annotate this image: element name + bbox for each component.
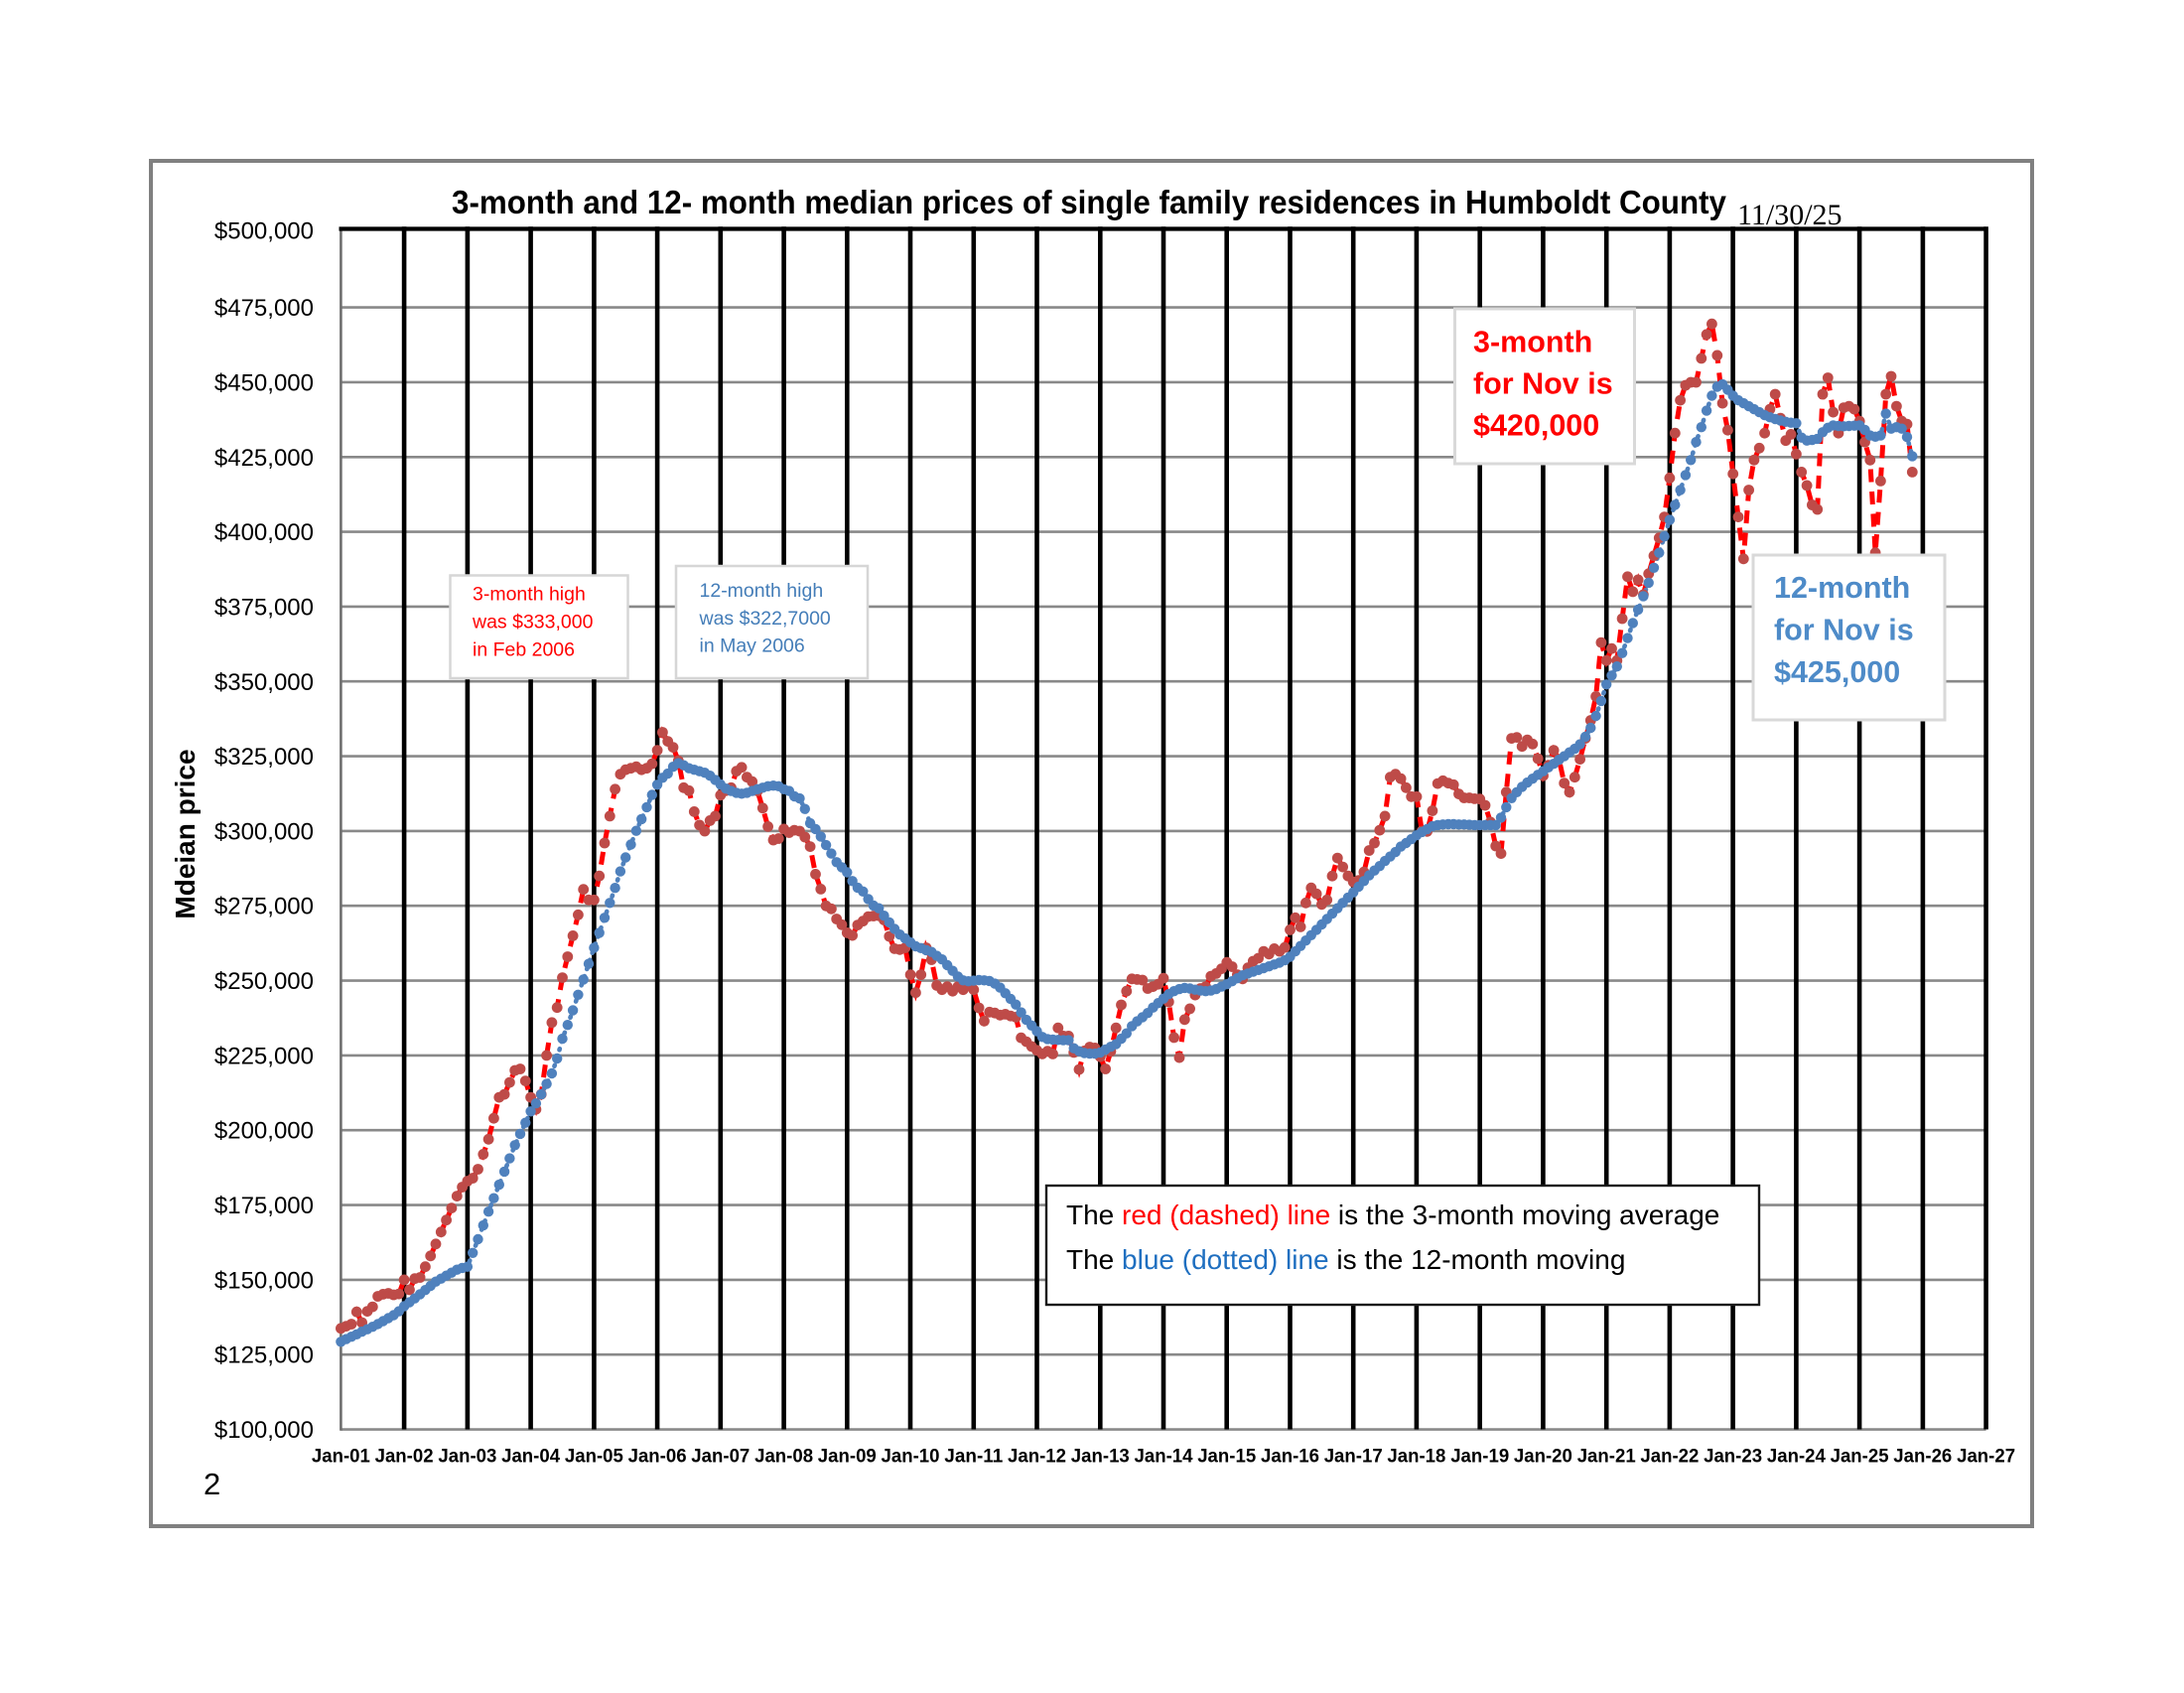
svg-text:Jan-24: Jan-24: [1767, 1446, 1826, 1468]
svg-text:Jan-16: Jan-16: [1261, 1446, 1319, 1468]
svg-text:Jan-08: Jan-08: [754, 1446, 813, 1468]
svg-text:$375,000: $375,000: [214, 594, 314, 621]
svg-text:Jan-03: Jan-03: [438, 1446, 496, 1468]
svg-text:Jan-05: Jan-05: [565, 1446, 623, 1468]
svg-text:Jan-20: Jan-20: [1514, 1446, 1572, 1468]
svg-text:in May 2006: in May 2006: [700, 635, 805, 657]
svg-text:$150,000: $150,000: [214, 1267, 314, 1294]
svg-text:$475,000: $475,000: [214, 295, 314, 322]
svg-text:Jan-27: Jan-27: [1957, 1446, 2015, 1468]
svg-text:Jan-15: Jan-15: [1197, 1446, 1256, 1468]
svg-text:$175,000: $175,000: [214, 1193, 314, 1219]
svg-text:$100,000: $100,000: [214, 1417, 314, 1444]
svg-text:$450,000: $450,000: [214, 369, 314, 396]
svg-text:Jan-10: Jan-10: [882, 1446, 940, 1468]
svg-text:The red (dashed) line is the 3: The red (dashed) line is the 3-month mov…: [1066, 1199, 1719, 1230]
svg-text:$200,000: $200,000: [214, 1118, 314, 1145]
svg-text:Jan-06: Jan-06: [628, 1446, 687, 1468]
svg-text:for Nov is: for Nov is: [1473, 367, 1613, 401]
svg-text:3-month: 3-month: [1473, 326, 1592, 359]
svg-text:Jan-18: Jan-18: [1387, 1446, 1445, 1468]
svg-text:Jan-13: Jan-13: [1071, 1446, 1130, 1468]
svg-text:$400,000: $400,000: [214, 519, 314, 546]
svg-text:3-month high: 3-month high: [473, 584, 586, 606]
svg-text:in Feb 2006: in Feb 2006: [473, 639, 575, 661]
svg-text:Jan-07: Jan-07: [691, 1446, 750, 1468]
svg-text:Jan-17: Jan-17: [1324, 1446, 1383, 1468]
svg-text:$425,000: $425,000: [214, 445, 314, 472]
svg-text:for Nov is: for Nov is: [1774, 614, 1914, 647]
svg-text:$250,000: $250,000: [214, 968, 314, 995]
svg-text:Jan-26: Jan-26: [1893, 1446, 1952, 1468]
svg-text:Jan-04: Jan-04: [501, 1446, 560, 1468]
svg-text:$300,000: $300,000: [214, 818, 314, 845]
svg-text:Jan-11: Jan-11: [944, 1446, 1003, 1468]
svg-text:Jan-19: Jan-19: [1450, 1446, 1509, 1468]
svg-text:was $322,7000: was $322,7000: [699, 608, 831, 630]
svg-text:$420,000: $420,000: [1473, 409, 1599, 443]
svg-text:Jan-22: Jan-22: [1640, 1446, 1699, 1468]
svg-text:$425,000: $425,000: [1774, 655, 1900, 689]
svg-text:3-month and 12- month median p: 3-month and 12- month median prices of s…: [452, 185, 1726, 221]
svg-text:Jan-25: Jan-25: [1831, 1446, 1889, 1468]
svg-text:Jan-01: Jan-01: [312, 1446, 370, 1468]
svg-text:Jan-14: Jan-14: [1135, 1446, 1193, 1468]
svg-text:was $333,000: was $333,000: [472, 612, 594, 634]
svg-text:Jan-12: Jan-12: [1008, 1446, 1066, 1468]
svg-text:Jan-21: Jan-21: [1577, 1446, 1636, 1468]
svg-text:12-month: 12-month: [1774, 571, 1910, 605]
svg-text:$325,000: $325,000: [214, 744, 314, 771]
svg-text:$125,000: $125,000: [214, 1342, 314, 1369]
svg-text:Mdeian price: Mdeian price: [170, 749, 201, 918]
svg-text:Jan-23: Jan-23: [1704, 1446, 1762, 1468]
svg-text:Jan-02: Jan-02: [375, 1446, 434, 1468]
svg-text:$500,000: $500,000: [214, 218, 314, 245]
svg-text:The blue (dotted) line is the: The blue (dotted) line is the 12-month m…: [1066, 1244, 1625, 1275]
svg-text:$225,000: $225,000: [214, 1043, 314, 1069]
svg-text:2: 2: [204, 1467, 220, 1501]
svg-text:$350,000: $350,000: [214, 669, 314, 696]
svg-text:$275,000: $275,000: [214, 894, 314, 920]
svg-text:11/30/25: 11/30/25: [1737, 199, 1843, 231]
svg-text:Jan-09: Jan-09: [818, 1446, 877, 1468]
svg-text:12-month high: 12-month high: [700, 580, 824, 602]
